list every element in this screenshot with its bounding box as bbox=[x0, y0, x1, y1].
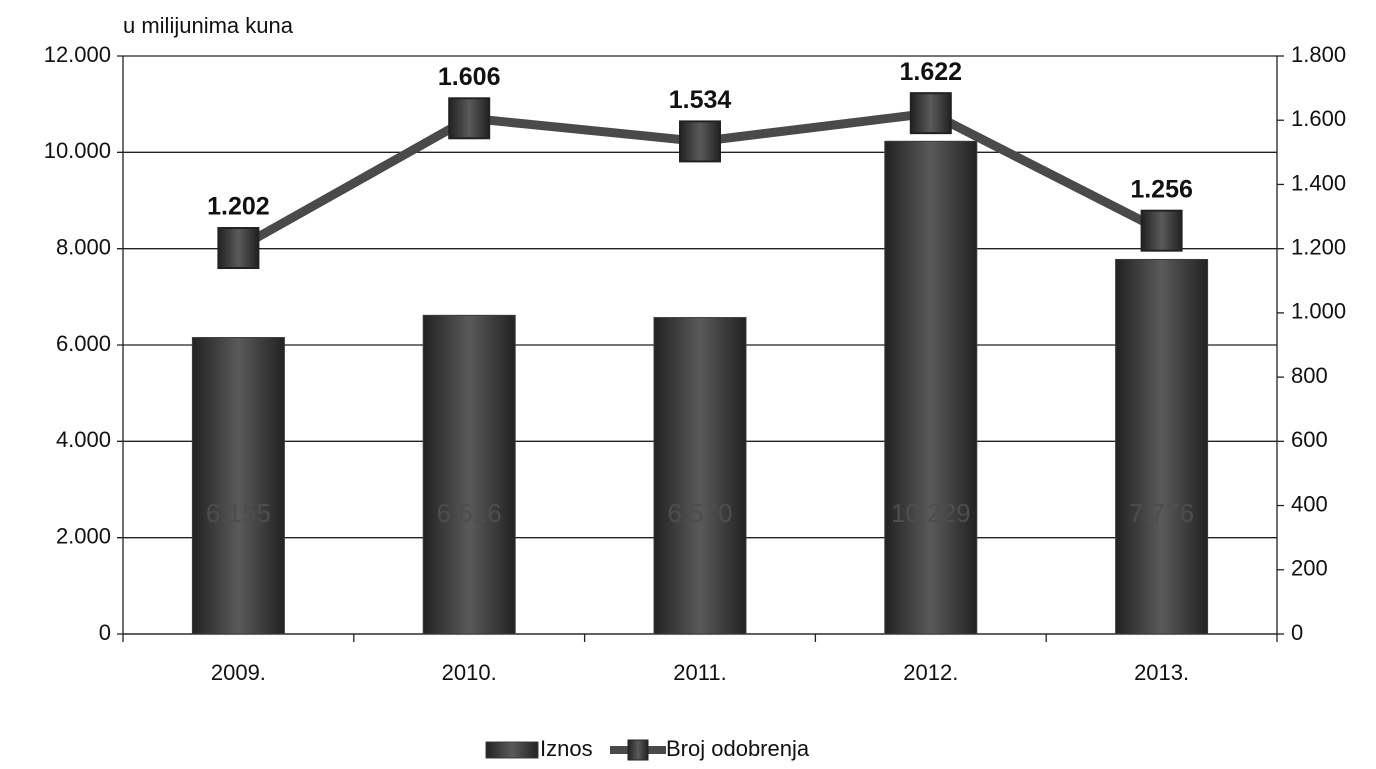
y2-tick-label: 0 bbox=[1291, 620, 1303, 645]
x-tick-label: 2011. bbox=[673, 660, 726, 685]
x-tick-label: 2010. bbox=[442, 660, 497, 685]
bar bbox=[653, 317, 747, 635]
y-tick-label: 8.000 bbox=[56, 234, 111, 259]
line-marker bbox=[909, 92, 952, 135]
line-value-label: 1.606 bbox=[438, 63, 501, 91]
bar bbox=[191, 337, 285, 635]
line-marker bbox=[679, 120, 721, 163]
y-tick-label: 4.000 bbox=[56, 427, 111, 452]
y2-tick-label: 1.800 bbox=[1291, 42, 1346, 67]
bar-value-label: 10.229 bbox=[891, 498, 971, 528]
bar bbox=[1115, 258, 1209, 635]
y2-tick-label: 1.200 bbox=[1291, 234, 1346, 259]
legend-swatch bbox=[485, 741, 539, 759]
y2-tick-label: 1.600 bbox=[1291, 106, 1346, 131]
line-marker bbox=[1140, 209, 1183, 252]
bar-value-label: 6.616 bbox=[437, 498, 502, 528]
y2-tick-label: 1.000 bbox=[1291, 299, 1346, 324]
y2-tick-label: 400 bbox=[1291, 491, 1328, 516]
y2-tick-label: 1.400 bbox=[1291, 170, 1346, 195]
x-tick-label: 2009. bbox=[211, 660, 266, 685]
bar bbox=[884, 140, 978, 635]
y-axis-label: u milijunima kuna bbox=[123, 13, 294, 38]
line-marker bbox=[217, 227, 260, 270]
y2-tick-label: 800 bbox=[1291, 363, 1328, 388]
y-tick-label: 10.000 bbox=[44, 138, 111, 163]
line-marker bbox=[448, 97, 491, 140]
y-tick-label: 0 bbox=[99, 620, 111, 645]
line-value-label: 1.534 bbox=[669, 86, 732, 114]
bar bbox=[422, 314, 516, 635]
x-tick-label: 2013. bbox=[1134, 660, 1189, 685]
legend-label: Iznos bbox=[540, 736, 593, 761]
legend-label: Broj odobrenja bbox=[666, 736, 810, 761]
legend-swatch bbox=[627, 739, 649, 761]
bar-value-label: 7.776 bbox=[1129, 498, 1194, 528]
y2-tick-label: 600 bbox=[1291, 427, 1328, 452]
y-tick-label: 6.000 bbox=[56, 331, 111, 356]
y-tick-label: 12.000 bbox=[44, 42, 111, 67]
bar-value-label: 6.155 bbox=[206, 498, 271, 528]
line-value-label: 1.622 bbox=[900, 58, 963, 86]
y-tick-label: 2.000 bbox=[56, 523, 111, 548]
bar-value-label: 6.570 bbox=[667, 498, 732, 528]
line-value-label: 1.256 bbox=[1130, 175, 1193, 203]
line-value-label: 1.202 bbox=[207, 193, 270, 221]
y2-tick-label: 200 bbox=[1291, 556, 1328, 581]
x-tick-label: 2012. bbox=[903, 660, 958, 685]
